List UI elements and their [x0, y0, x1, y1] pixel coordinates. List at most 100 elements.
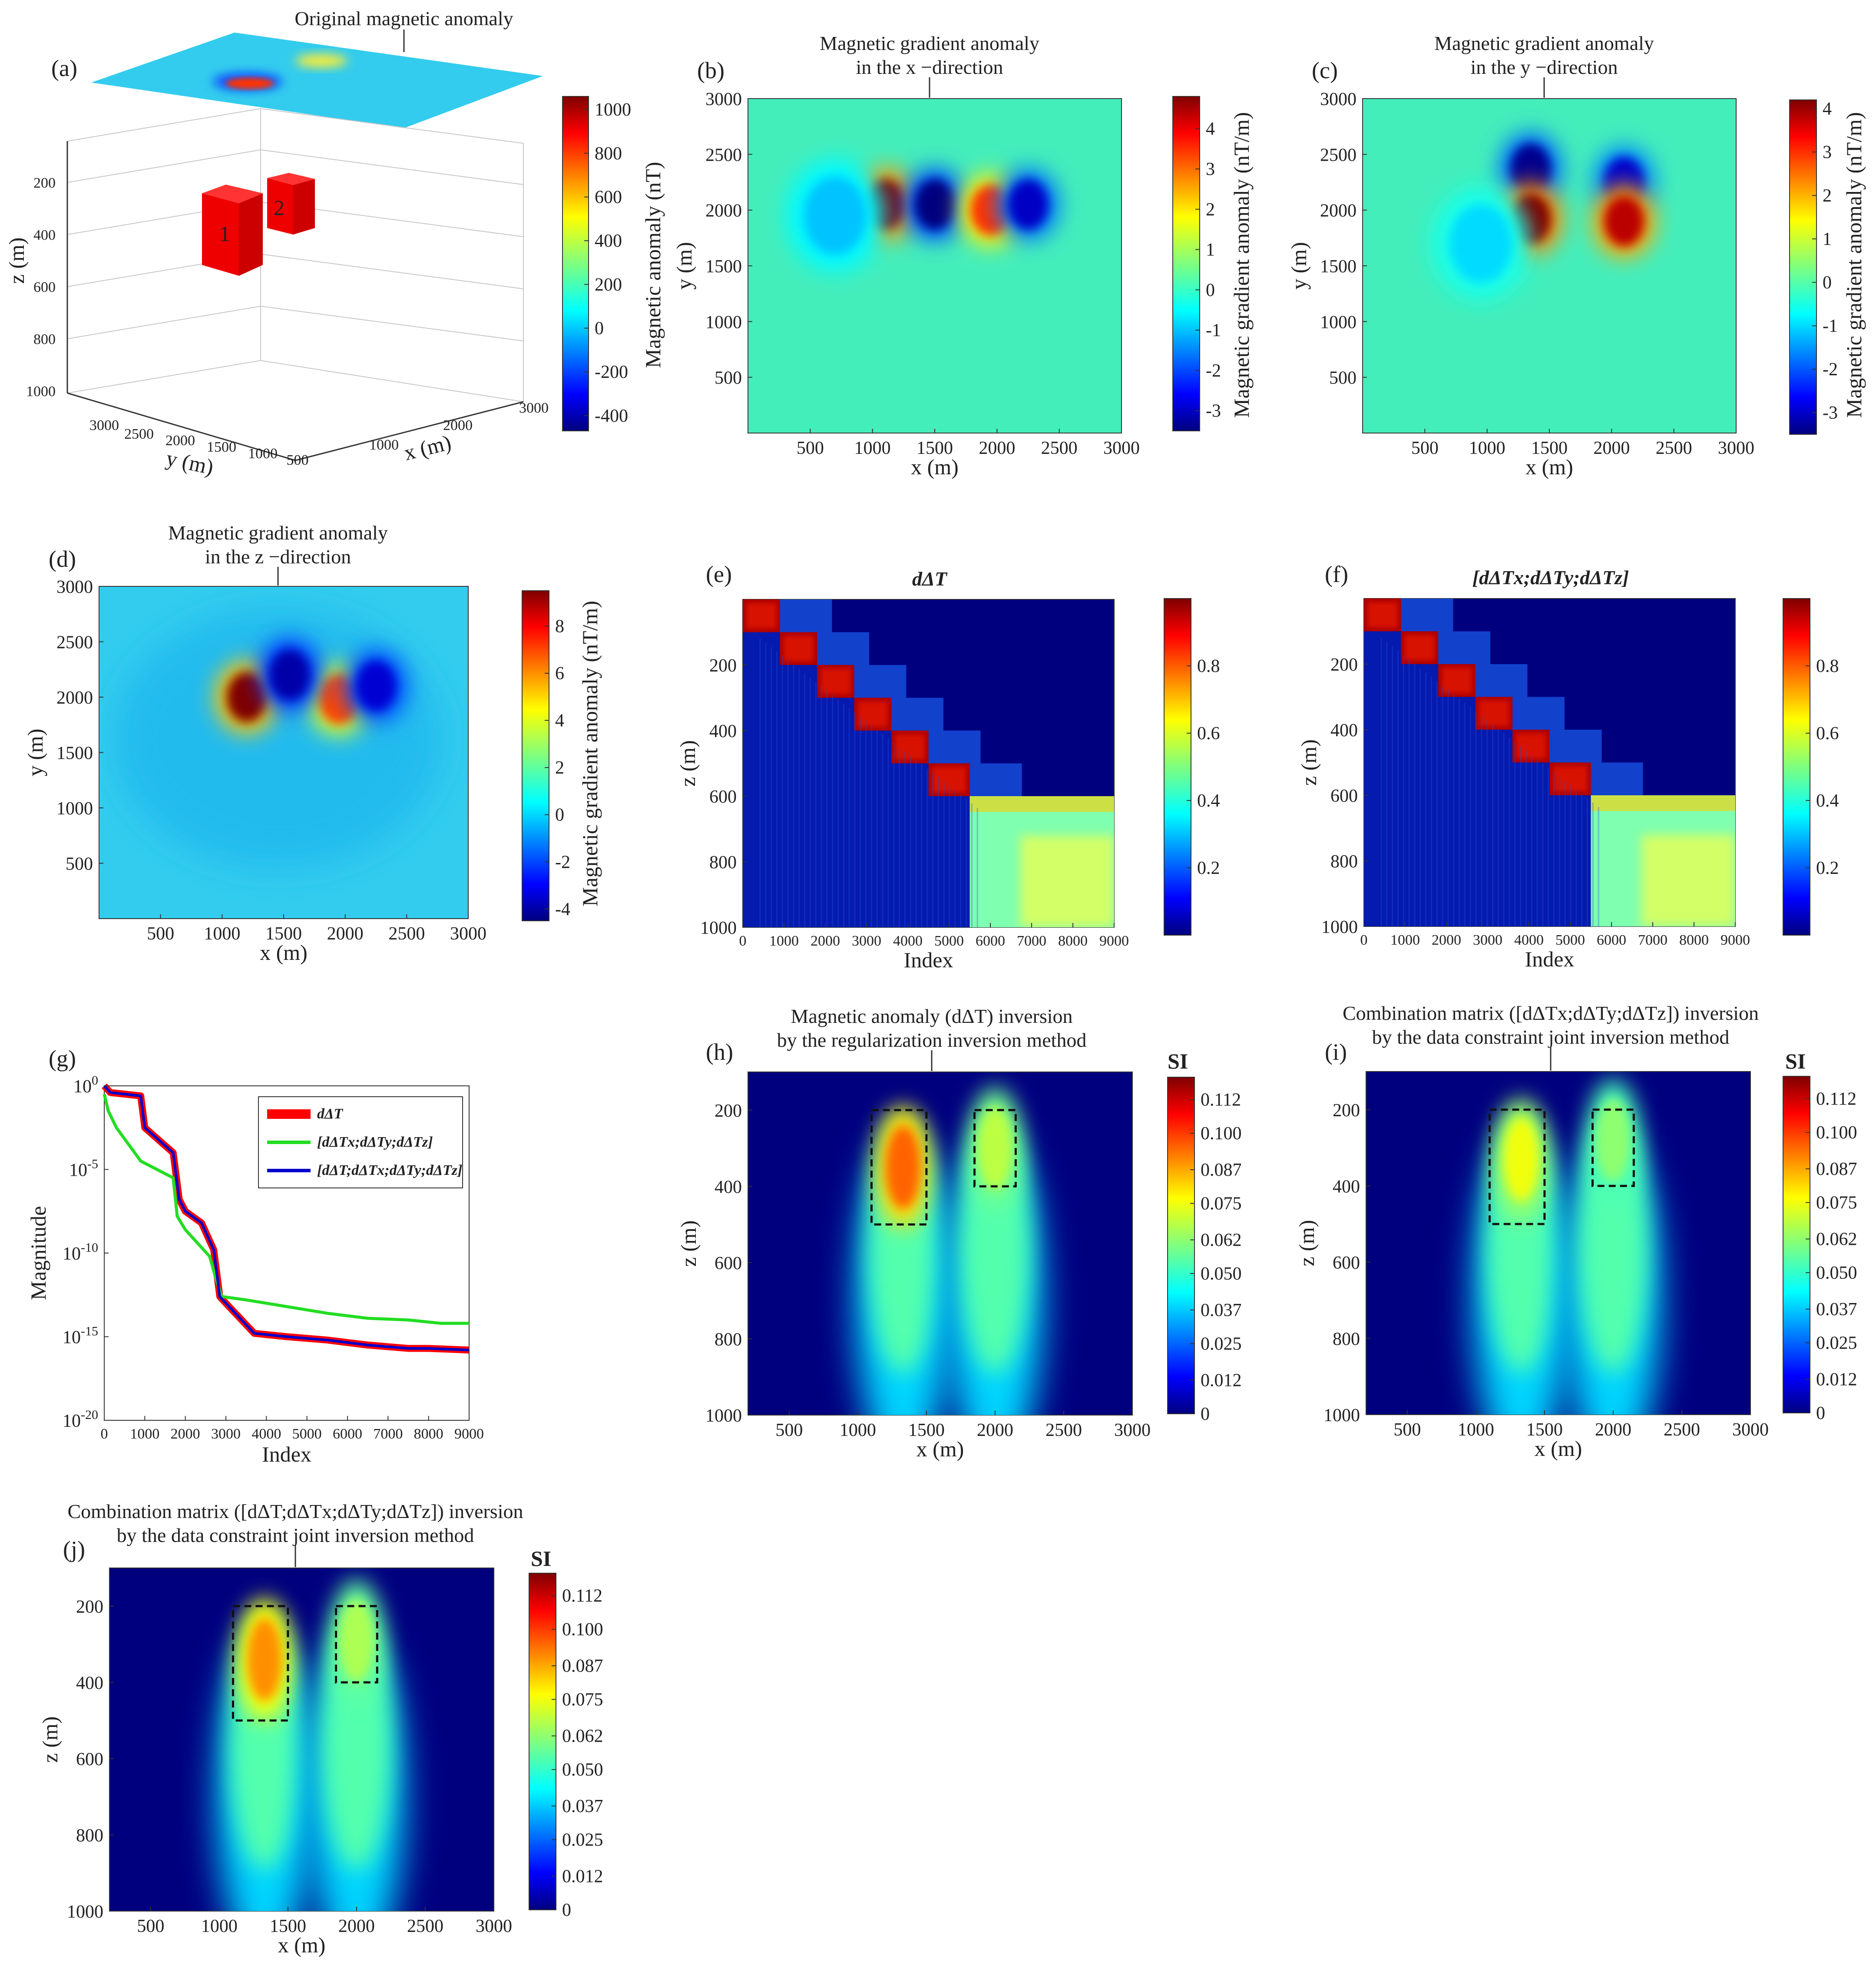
anomaly-core: [356, 661, 396, 711]
x-axis-label: x (m): [916, 1437, 964, 1461]
f-heatmap: [1364, 599, 1735, 926]
block-2: 2: [267, 173, 315, 235]
x-tick-label: 1000: [769, 933, 799, 949]
panel-d: (d) Magnetic gradient anomaly in the z −…: [23, 522, 602, 965]
eCbar-ticks: 0.8 0.6 0.4 0.2: [1187, 656, 1220, 878]
cbar-tick-label: -1: [1206, 321, 1221, 341]
x-tick-label: 2000: [1593, 438, 1630, 458]
x-tick-label: 0: [739, 933, 747, 949]
panel-j: (j) Combination matrix ([dΔT;dΔTx;dΔTy;d…: [38, 1500, 603, 1957]
y-axis-label: z (m): [675, 740, 700, 787]
band-core: [746, 603, 777, 629]
band-tail: [1549, 795, 1591, 926]
x-tick-label: 2000: [171, 1426, 200, 1442]
b-title-line1: Magnetic gradient anomaly: [820, 32, 1039, 54]
y-tick-label: 2500: [1320, 145, 1357, 165]
y-axis-label: z (m): [38, 1717, 62, 1763]
f-axes: 0 1000 2000 3000 4000 5000 6000 7000 8000 9000200…: [1297, 655, 1750, 971]
anomaly-core: [1510, 143, 1551, 194]
x-tick-label: 3000: [1732, 1420, 1769, 1440]
band-tail: [891, 763, 929, 927]
e-axes: 0 1000 2000 3000 4000 5000 6000 7000 8000 9000200…: [675, 656, 1129, 972]
cbar-tick-label: -3: [1823, 403, 1838, 423]
anomaly-core: [1449, 204, 1512, 283]
band-streak: [1438, 631, 1490, 664]
panel-label-j: (j): [63, 1536, 85, 1562]
x-tick-label: 3000: [1114, 1420, 1151, 1440]
panel-e: (e) dΔT 0 1000 2000 3000 4000 5000 6000 7000 800…: [675, 561, 1220, 972]
band-streak: [1549, 730, 1602, 763]
y-tick-label: 1000: [67, 1902, 103, 1922]
b-title-line2: in the x −direction: [856, 56, 1003, 78]
x-tick-label: 4000: [251, 1426, 281, 1442]
x-tick-label: 1500: [1526, 1420, 1563, 1440]
y-tick-label: 1000: [1321, 917, 1358, 937]
c-heatmap: [1432, 132, 1656, 301]
y-tick-label: 1000: [705, 1406, 742, 1426]
y-axis-label: z (m): [1297, 739, 1321, 786]
x-tick-label: 6000: [1597, 932, 1626, 948]
x-tick-label: 6000: [333, 1426, 362, 1442]
x-axis-label: x (m): [260, 940, 308, 965]
x-tick-label: 1000: [204, 924, 240, 944]
cCbar-ticks: 4 3 2 1 0 -1 -2 -3: [1812, 99, 1838, 423]
y-tick-label: 1500: [56, 744, 93, 764]
jAxes-axes: 500 1000 1500 2000 2500 3000 200 400 600 800 1000 x…: [38, 1597, 512, 1957]
cbar-tick-label: 1: [1206, 240, 1215, 260]
y-tick-label: 800: [76, 1826, 103, 1846]
panel-a-title: Original magnetic anomaly: [294, 7, 513, 30]
i-colorbar: [1783, 1076, 1810, 1413]
anomaly-core: [1008, 179, 1049, 230]
x-tick-label: 500: [1411, 438, 1439, 458]
x-tick-label: 2500: [388, 924, 425, 944]
panel-a: (a) Original magnetic anomaly 1: [4, 7, 665, 480]
panel-label-b: (b): [697, 57, 725, 83]
panel-label-h: (h): [706, 1039, 733, 1065]
cbar-tick-label: 0.087: [1816, 1159, 1857, 1179]
x-tick-label: 2000: [1595, 1420, 1631, 1440]
anomaly-core: [804, 176, 867, 255]
cbar-tick-label: 0: [595, 318, 604, 338]
band-core: [1442, 668, 1472, 694]
y-axis-label: y (m): [23, 729, 47, 777]
cbar-tick-label: 4: [1823, 99, 1832, 119]
band-tail: [1438, 697, 1476, 926]
plume-core: [1504, 1118, 1539, 1201]
a-ytick: 3000: [89, 417, 119, 433]
d-title-line1: Magnetic gradient anomaly: [168, 522, 388, 544]
cbar-tick-label: 0.062: [1816, 1230, 1857, 1250]
x-tick-label: 3000: [450, 924, 486, 944]
x-tick-label: 500: [797, 438, 824, 458]
band-core: [1367, 602, 1398, 628]
cbar-tick-label: 0.025: [562, 1830, 603, 1850]
jCbar-ticks: 0.112 0.100 0.087 0.075 0.062 0.050 0.037 0.025…: [552, 1586, 603, 1920]
c-cbar-label: Magnetic gradient anomaly (nT/m): [1842, 112, 1866, 418]
y-tick-label: 600: [1330, 786, 1358, 806]
x-tick-label: 4000: [893, 933, 923, 949]
x-tick-label: 3000: [852, 933, 881, 949]
y-tick-label: 10-20: [63, 1408, 98, 1431]
y-tick-label: 200: [76, 1597, 103, 1617]
panel-f: (f) [dΔTx;dΔTy;dΔTz] 0 1000 2000 3000 4000 50…: [1297, 561, 1839, 971]
band-streak: [928, 731, 981, 764]
panel-label-c: (c): [1312, 57, 1338, 83]
band-tail: [780, 665, 817, 927]
b-colorbar: [1172, 96, 1200, 431]
dCbar-ticks: 8 6 4 2 0 -2 -4: [545, 616, 570, 920]
x-axis-label: x (m): [911, 455, 959, 479]
a-ytick: 2500: [124, 426, 154, 442]
y-tick-label: 200: [1330, 655, 1358, 675]
x-tick-label: 2000: [1432, 932, 1461, 948]
x-tick-label: 500: [1393, 1420, 1421, 1440]
h-cbar-title: SI: [1168, 1049, 1188, 1073]
cbar-tick-label: -3: [1206, 401, 1221, 421]
x-tick-label: 3000: [211, 1426, 241, 1442]
cbar-tick-label: 2: [1823, 186, 1832, 206]
a-xlabel: x (m): [401, 430, 453, 465]
y-axis-label: y (m): [1287, 242, 1311, 290]
cbar-tick-label: 800: [595, 144, 622, 164]
a-xtick: 3000: [519, 400, 549, 416]
x-tick-label: 9000: [1099, 933, 1129, 949]
plume-core: [247, 1618, 282, 1701]
cbar-tick-label: 0.087: [562, 1656, 603, 1676]
